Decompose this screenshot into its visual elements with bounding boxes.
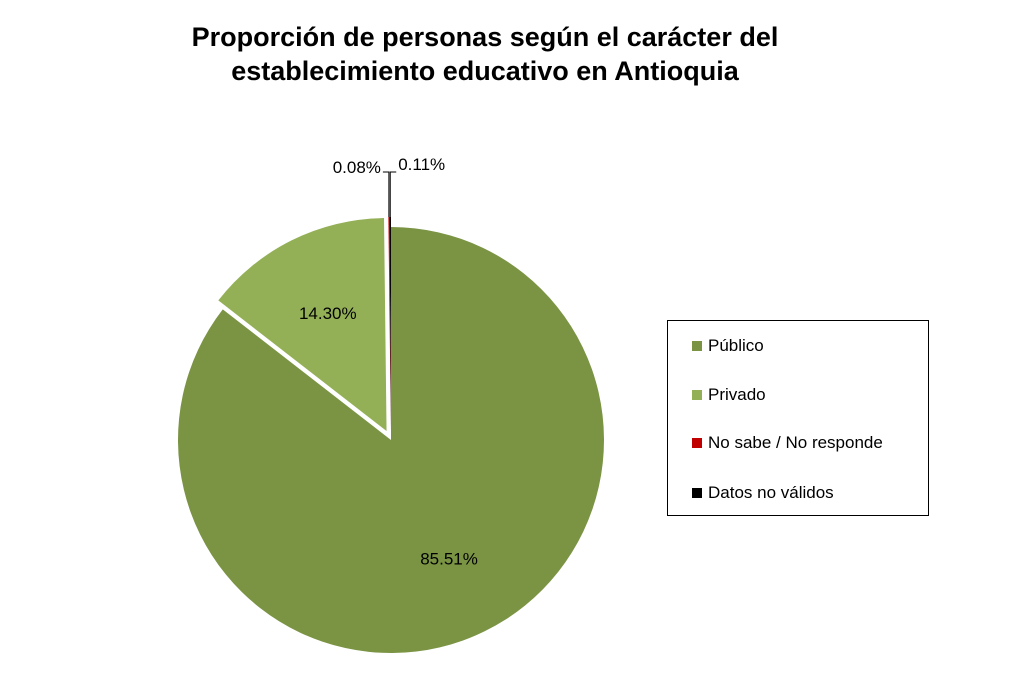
legend-swatch-privado [692,390,702,400]
data-label-publico: 85.51% [420,550,478,569]
pie-slice-privado [218,218,387,432]
legend-label-privado: Privado [708,385,766,404]
chart-title: Proporción de personas según el carácter… [60,20,910,88]
legend-swatch-publico [692,341,702,351]
chart-title-line-1: Proporción de personas según el carácter… [191,22,779,52]
legend: Público Privado No sabe / No responde Da… [667,320,929,516]
legend-label-no-sabe: No sabe / No responde [708,433,883,452]
legend-item-privado: Privado [692,385,766,405]
legend-item-publico: Público [692,336,764,356]
pie-slice-no-sabe [388,217,391,431]
legend-item-datos-no-validos: Datos no válidos [692,483,834,503]
pie-slice-datos-no-validos [389,217,391,431]
legend-item-no-sabe: No sabe / No responde [692,433,883,453]
data-label-no-sabe: 0.08% [333,158,381,177]
legend-label-datos-no-validos: Datos no válidos [708,483,834,502]
leader-line-datos-no-validos [389,171,397,218]
pie-slice-publico [177,227,604,653]
legend-swatch-datos-no-validos [692,488,702,498]
data-label-datos-no-validos: 0.11% [398,155,445,174]
leader-line-no-sabe [382,171,390,218]
legend-label-publico: Público [708,336,764,355]
legend-swatch-no-sabe [692,438,702,448]
data-label-privado: 14.30% [299,304,357,323]
chart-title-line-2: establecimiento educativo en Antioquia [231,56,739,86]
